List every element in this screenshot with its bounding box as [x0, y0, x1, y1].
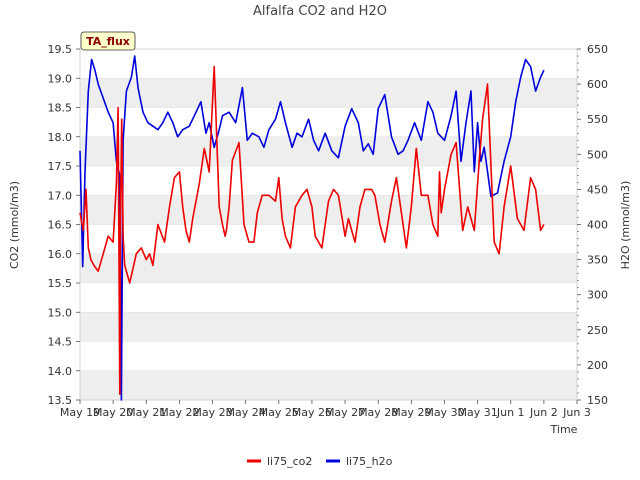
x-tick-label: May 24	[226, 406, 266, 419]
series-layer	[79, 55, 545, 401]
left-axis-label: CO2 (mmol/m3)	[8, 181, 21, 269]
series-line-li75_co2	[79, 65, 545, 396]
x-tick-label: Jun 1	[496, 406, 525, 419]
legend: li75_co2 li75_h2o	[247, 455, 393, 468]
right-tick-label: 400	[587, 219, 608, 232]
x-tick-label: May 23	[192, 406, 232, 419]
x-tick-label: Jun 3	[562, 406, 591, 419]
right-tick-label: 300	[587, 289, 608, 302]
right-tick-label: 150	[587, 394, 608, 407]
x-tick-label: May 25	[259, 406, 299, 419]
x-tick-label: May 20	[93, 406, 133, 419]
legend-label-h2o: li75_h2o	[346, 455, 393, 468]
left-tick-label: 15.0	[48, 306, 73, 319]
left-tick-label: 14.5	[48, 336, 73, 349]
x-axis-label: Time	[550, 423, 578, 436]
x-tick-label: May 26	[292, 406, 332, 419]
left-tick-label: 19.5	[48, 43, 73, 56]
x-tick-label: May 21	[126, 406, 166, 419]
chart-title: Alfalfa CO2 and H2O	[253, 4, 387, 19]
ta-flux-badge: TA_flux	[80, 31, 136, 51]
badge-label: TA_flux	[86, 35, 130, 48]
right-tick-label: 250	[587, 324, 608, 337]
left-axis: 13.5 14.0 14.5 15.0 15.5 16.0 16.5 17.0 17.5 18.0…	[48, 43, 80, 407]
right-tick-label: 350	[587, 254, 608, 267]
right-tick-label: 500	[587, 148, 608, 161]
right-tick-label: 650	[587, 43, 608, 56]
x-tick-label: May 28	[358, 406, 398, 419]
x-tick-label: Jun 2	[529, 406, 558, 419]
x-tick-label: May 31	[457, 406, 497, 419]
left-tick-label: 14.0	[48, 365, 73, 378]
right-axis: 150 200 250 300 350 400 450 500 550 600 650	[577, 43, 608, 407]
left-tick-label: 16.5	[48, 219, 73, 232]
x-tick-label: May 22	[159, 406, 199, 419]
left-tick-label: 17.0	[48, 189, 73, 202]
badge-box	[80, 31, 136, 51]
left-tick-label: 13.5	[48, 394, 73, 407]
background-band	[80, 253, 577, 283]
left-tick-label: 18.0	[48, 131, 73, 144]
right-axis-label: H2O (mmol/m3)	[619, 181, 632, 270]
x-tick-label: May 30	[424, 406, 464, 419]
series-line-li75_h2o	[79, 55, 545, 401]
left-tick-label: 17.5	[48, 160, 73, 173]
left-tick-label: 15.5	[48, 277, 73, 290]
left-tick-label: 16.0	[48, 248, 73, 261]
left-tick-label: 18.5	[48, 102, 73, 115]
legend-label-co2: li75_co2	[267, 455, 312, 468]
left-tick-label: 19.0	[48, 72, 73, 85]
right-tick-label: 200	[587, 359, 608, 372]
right-tick-label: 450	[587, 183, 608, 196]
x-tick-label: May 29	[391, 406, 431, 419]
background-band	[80, 78, 577, 108]
right-tick-label: 600	[587, 78, 608, 91]
x-tick-label: May 27	[325, 406, 365, 419]
background-band	[80, 370, 577, 400]
x-tick-label: May 19	[60, 406, 100, 419]
background-band	[80, 312, 577, 342]
right-tick-label: 550	[587, 113, 608, 126]
